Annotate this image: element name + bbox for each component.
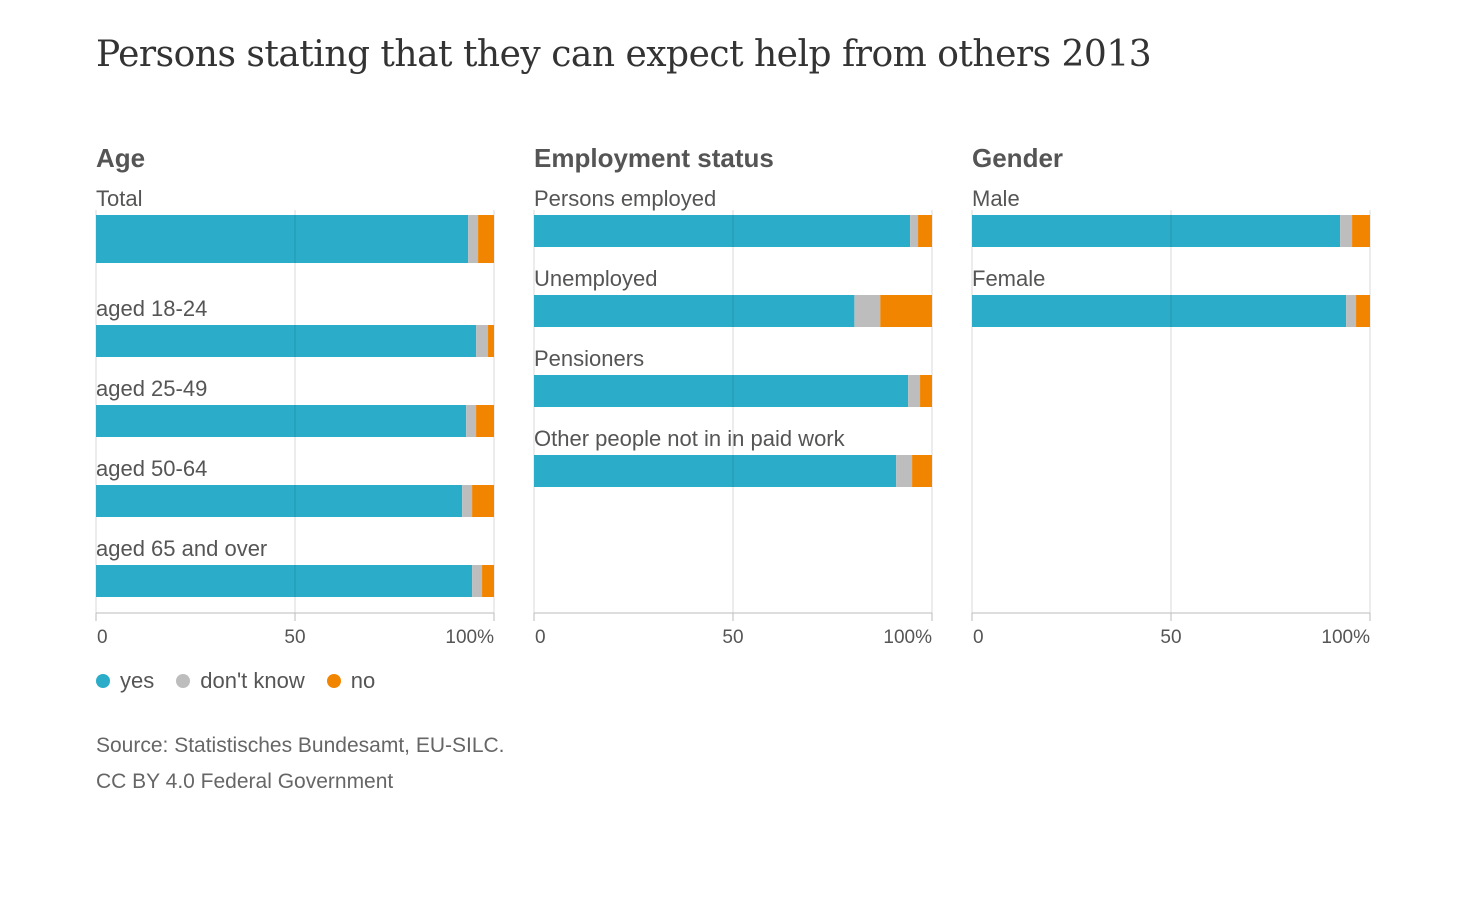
bar-no <box>912 455 932 487</box>
bar-dont-know <box>462 485 473 517</box>
legend-item-yes[interactable]: yes <box>96 668 154 694</box>
legend-item-no[interactable]: no <box>326 668 376 694</box>
bar-no <box>880 295 932 327</box>
bar-no <box>472 485 494 517</box>
category-label: Persons employed <box>534 186 716 211</box>
bar-yes <box>534 375 909 407</box>
bar-dont-know <box>466 405 477 437</box>
bar-yes <box>534 455 897 487</box>
bar-dont-know <box>468 215 479 263</box>
legend-label-no: no <box>350 668 376 693</box>
category-label: Total <box>96 186 142 211</box>
x-tick-label: 50 <box>1160 627 1181 648</box>
bar-dont-know <box>472 565 483 597</box>
bar-yes <box>96 325 477 357</box>
bar-no <box>476 405 494 437</box>
bar-no <box>1352 215 1370 247</box>
bar-yes <box>972 215 1341 247</box>
source-line: Source: Statistisches Bundesamt, EU-SILC… <box>96 734 505 757</box>
bar-dont-know <box>1340 215 1353 247</box>
category-label: Male <box>972 186 1020 211</box>
x-tick-label: 100% <box>883 627 932 648</box>
bar-dont-know <box>1346 295 1357 327</box>
panel-employment-status: Employment status Persons employed Unemplo… <box>533 143 933 648</box>
legend-label-yes: yes <box>120 668 155 693</box>
legend: yes don't know no <box>96 668 375 694</box>
category-label: Pensioners <box>534 346 644 371</box>
legend-label-dont-know: don't know <box>200 668 305 693</box>
category-label: Female <box>972 266 1045 291</box>
legend-swatch-yes <box>96 674 110 688</box>
x-tick-label: 100% <box>1321 627 1370 648</box>
panel-gender: Gender Male Female 0 50 100% <box>971 143 1371 648</box>
category-label: aged 65 and over <box>96 536 267 561</box>
bar-no <box>1356 295 1370 327</box>
chart-title: Persons stating that they can expect hel… <box>96 34 1152 75</box>
bar-dont-know <box>476 325 489 357</box>
bar-dont-know <box>896 455 913 487</box>
source-note: Source: Statistisches Bundesamt, EU-SILC… <box>96 728 505 800</box>
bar-dont-know <box>908 375 921 407</box>
category-label: aged 18-24 <box>96 296 207 321</box>
x-tick-label: 0 <box>973 627 984 648</box>
bar-yes <box>96 565 473 597</box>
bar-dont-know <box>910 215 919 247</box>
x-tick-label: 50 <box>722 627 743 648</box>
bar-yes <box>972 295 1347 327</box>
legend-swatch-dont-know <box>176 674 191 688</box>
panel-age: Age Total aged 18-24 aged 25-49 aged 50-64 ag… <box>95 143 495 648</box>
bar-yes <box>534 215 911 247</box>
bar-yes <box>96 405 467 437</box>
license-line: CC BY 4.0 Federal Government <box>96 770 394 793</box>
category-label: Unemployed <box>534 266 658 291</box>
bar-yes <box>96 485 463 517</box>
bar-dont-know <box>854 295 881 327</box>
category-label: aged 50-64 <box>96 456 207 481</box>
bar-no <box>918 215 932 247</box>
panel-title: Employment status <box>534 143 774 173</box>
category-label: Other people not in in paid work <box>534 426 846 451</box>
x-tick-label: 0 <box>97 627 108 648</box>
bar-no <box>920 375 932 407</box>
bar-yes <box>534 295 855 327</box>
x-tick-label: 100% <box>445 627 494 648</box>
bar-yes <box>96 215 469 263</box>
category-label: aged 25-49 <box>96 376 207 401</box>
x-tick-label: 50 <box>284 627 305 648</box>
legend-swatch-no <box>326 674 341 688</box>
bar-no <box>488 325 494 357</box>
x-tick-label: 0 <box>535 627 546 648</box>
panel-title: Gender <box>972 143 1063 173</box>
bar-no <box>478 215 494 263</box>
legend-item-dont-know[interactable]: don't know <box>176 668 305 694</box>
panel-title: Age <box>96 143 145 173</box>
bar-no <box>482 565 494 597</box>
